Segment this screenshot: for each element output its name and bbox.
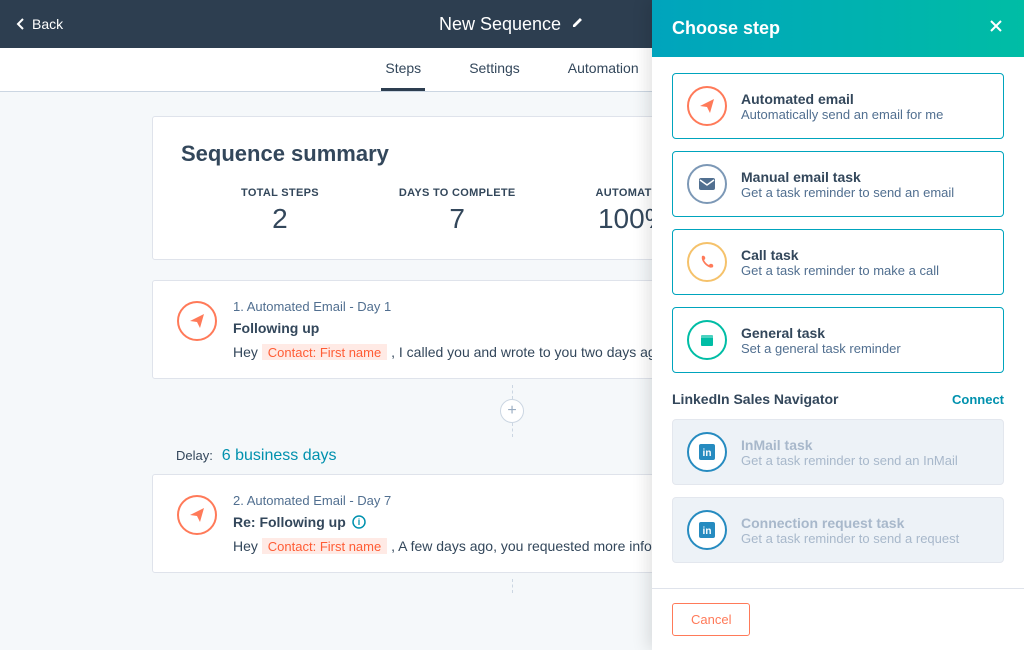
option-text: Manual email taskGet a task reminder to …	[741, 169, 954, 200]
step-option-send[interactable]: Automated emailAutomatically send an ema…	[672, 73, 1004, 139]
send-icon	[177, 301, 217, 341]
personalization-token[interactable]: Contact: First name	[262, 344, 387, 360]
svg-text:in: in	[703, 526, 712, 537]
option-text: Call taskGet a task reminder to make a c…	[741, 247, 939, 278]
chevron-left-icon	[16, 18, 26, 30]
option-title: Call task	[741, 247, 939, 263]
svg-text:i: i	[358, 517, 361, 527]
edit-icon[interactable]	[571, 15, 585, 34]
stat-label: DAYS TO COMPLETE	[399, 187, 516, 199]
linkedin-option: in InMail taskGet a task reminder to send…	[672, 419, 1004, 485]
option-title: InMail task	[741, 437, 958, 453]
option-title: Automated email	[741, 91, 943, 107]
cancel-button[interactable]: Cancel	[672, 603, 750, 636]
stat-value: 7	[399, 203, 516, 235]
step-option-mail[interactable]: Manual email taskGet a task reminder to …	[672, 151, 1004, 217]
panel-body: Automated emailAutomatically send an ema…	[652, 57, 1024, 588]
page-title: New Sequence	[439, 14, 561, 35]
panel-title: Choose step	[672, 18, 780, 39]
svg-text:in: in	[703, 448, 712, 459]
option-desc: Get a task reminder to make a call	[741, 263, 939, 278]
connector-line	[512, 385, 513, 399]
linkedin-label: LinkedIn Sales Navigator	[672, 391, 839, 407]
panel-footer: Cancel	[652, 588, 1024, 650]
linkedin-option: in Connection request taskGet a task remi…	[672, 497, 1004, 563]
title-wrap: New Sequence	[439, 14, 585, 35]
personalization-token[interactable]: Contact: First name	[262, 538, 387, 554]
add-step-button[interactable]: +	[500, 399, 524, 423]
stat-value: 2	[241, 203, 319, 235]
stat-days: DAYS TO COMPLETE 7	[399, 187, 516, 235]
option-text: Connection request taskGet a task remind…	[741, 515, 959, 546]
connect-link[interactable]: Connect	[952, 392, 1004, 407]
option-text: Automated emailAutomatically send an ema…	[741, 91, 943, 122]
info-icon[interactable]: i	[352, 515, 366, 529]
option-desc: Get a task reminder to send an InMail	[741, 453, 958, 468]
phone-icon	[687, 242, 727, 282]
option-text: General taskSet a general task reminder	[741, 325, 901, 356]
linkedin-icon: in	[687, 510, 727, 550]
mail-icon	[687, 164, 727, 204]
close-icon[interactable]	[988, 18, 1004, 39]
connector-line	[512, 423, 513, 437]
option-title: General task	[741, 325, 901, 341]
stat-label: TOTAL STEPS	[241, 187, 319, 199]
option-desc: Set a general task reminder	[741, 341, 901, 356]
back-label: Back	[32, 16, 63, 32]
delay-value[interactable]: 6 business days	[222, 447, 337, 464]
option-title: Manual email task	[741, 169, 954, 185]
stat-total-steps: TOTAL STEPS 2	[241, 187, 319, 235]
back-button[interactable]: Back	[16, 16, 63, 32]
tab-steps[interactable]: Steps	[381, 48, 425, 91]
option-desc: Get a task reminder to send an email	[741, 185, 954, 200]
option-desc: Get a task reminder to send a request	[741, 531, 959, 546]
panel-header: Choose step	[652, 0, 1024, 57]
step-option-calendar[interactable]: General taskSet a general task reminder	[672, 307, 1004, 373]
tab-automation[interactable]: Automation	[564, 48, 643, 91]
choose-step-panel: Choose step Automated emailAutomatically…	[652, 0, 1024, 650]
linkedin-section-header: LinkedIn Sales Navigator Connect	[672, 391, 1004, 407]
linkedin-icon: in	[687, 432, 727, 472]
option-title: Connection request task	[741, 515, 959, 531]
connector-line	[512, 579, 513, 593]
option-text: InMail taskGet a task reminder to send a…	[741, 437, 958, 468]
send-icon	[687, 86, 727, 126]
option-desc: Automatically send an email for me	[741, 107, 943, 122]
delay-text: Delay: 6 business days	[176, 447, 336, 465]
tab-settings[interactable]: Settings	[465, 48, 524, 91]
send-icon	[177, 495, 217, 535]
step-option-phone[interactable]: Call taskGet a task reminder to make a c…	[672, 229, 1004, 295]
calendar-icon	[687, 320, 727, 360]
